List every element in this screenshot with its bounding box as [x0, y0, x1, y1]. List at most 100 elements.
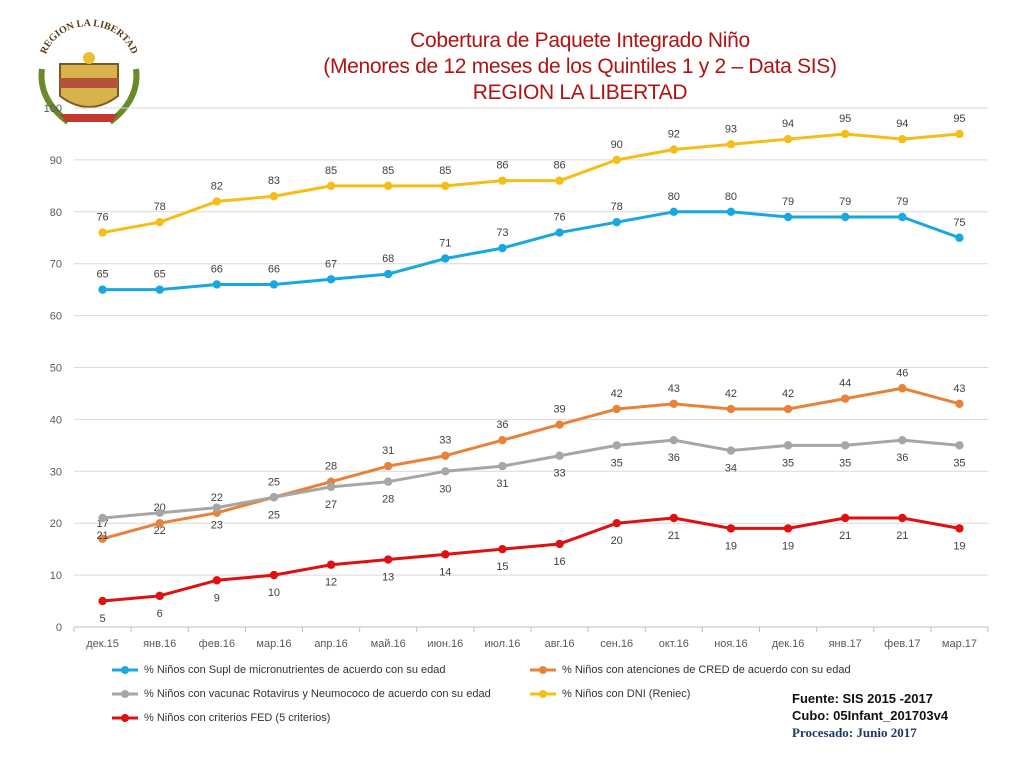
data-point: [212, 576, 222, 585]
data-point: [726, 207, 736, 216]
y-tick-label: 50: [50, 363, 62, 375]
data-label: 39: [553, 404, 565, 416]
data-label: 66: [211, 263, 223, 275]
data-point: [726, 140, 736, 149]
legend-swatch: [112, 714, 138, 722]
data-point: [498, 435, 507, 445]
x-tick-label: фев.17: [884, 638, 920, 650]
data-point: [498, 461, 507, 471]
data-label: 46: [896, 367, 908, 379]
data-point: [212, 503, 222, 512]
data-label: 80: [668, 191, 680, 203]
data-label: 71: [439, 238, 451, 250]
data-point: [669, 399, 679, 409]
data-point: [155, 508, 164, 518]
data-label: 21: [96, 530, 108, 542]
data-label: 67: [325, 258, 337, 270]
data-label: 36: [496, 419, 508, 431]
data-point: [726, 404, 736, 414]
data-point: [498, 544, 507, 554]
data-label: 68: [382, 253, 394, 265]
data-point: [669, 513, 679, 523]
data-point: [441, 451, 450, 460]
data-label: 95: [953, 113, 965, 125]
data-label: 43: [668, 383, 680, 395]
data-label: 85: [439, 165, 451, 177]
data-point: [98, 534, 107, 543]
data-point: [269, 280, 279, 289]
data-point: [98, 285, 107, 294]
data-point: [326, 275, 336, 284]
legend-swatch: [530, 666, 556, 674]
data-point: [612, 519, 621, 528]
data-label: 86: [553, 160, 565, 172]
data-point: [840, 129, 850, 139]
data-point: [669, 435, 679, 445]
data-point: [155, 217, 164, 227]
data-label: 42: [611, 388, 623, 400]
data-point: [669, 145, 679, 154]
data-label: 15: [496, 561, 508, 573]
data-label: 92: [668, 129, 680, 141]
data-point: [840, 513, 850, 523]
data-label: 79: [839, 196, 851, 208]
data-point: [441, 181, 450, 191]
data-label: 5: [100, 613, 106, 625]
data-point: [783, 212, 793, 222]
data-label: 27: [325, 499, 337, 511]
chart-title-line-1: Cobertura de Paquete Integrado Niño: [410, 29, 750, 52]
data-label: 19: [953, 540, 965, 552]
data-point: [98, 513, 107, 523]
data-point: [441, 550, 450, 559]
data-point: [612, 441, 621, 450]
x-tick-label: янв.17: [829, 638, 862, 650]
data-point: [155, 519, 164, 528]
data-label: 25: [268, 509, 280, 521]
region-la-libertad-emblem: REGION LA LIBERTAD: [38, 18, 140, 125]
data-label: 25: [268, 476, 280, 488]
y-tick-label: 80: [50, 207, 62, 219]
x-tick-label: апр.16: [314, 638, 347, 650]
x-tick-label: дек.16: [772, 638, 805, 650]
data-point: [898, 134, 907, 144]
y-tick-label: 20: [50, 518, 62, 530]
data-point: [783, 404, 793, 414]
series-line-5: [102, 516, 960, 603]
emblem-sun: [83, 52, 95, 64]
data-point: [98, 596, 107, 606]
data-label: 76: [96, 212, 108, 224]
data-label: 31: [496, 478, 508, 490]
data-point: [383, 461, 393, 471]
legend-item: % Niños con DNI (Reniec): [530, 688, 690, 700]
x-tick-label: сен.16: [600, 638, 633, 650]
data-point: [555, 420, 564, 429]
data-point: [555, 176, 564, 185]
data-label: 86: [496, 160, 508, 172]
data-point: [383, 269, 393, 279]
data-label: 79: [782, 196, 794, 208]
data-label: 28: [325, 461, 337, 473]
legend-item: % Niños con vacunac Rotavirus y Neumococ…: [112, 688, 491, 700]
data-point: [212, 280, 222, 289]
legend-item: % Niños con atenciones de CRED de acuerd…: [530, 664, 851, 676]
y-tick-label: 0: [56, 622, 62, 634]
data-label: 65: [154, 269, 166, 281]
x-tick-label: ноя.16: [714, 638, 747, 650]
data-point: [840, 441, 850, 450]
chart-title-line-3: REGION LA LIBERTAD: [472, 81, 688, 104]
legend-swatch: [530, 690, 556, 698]
x-tick-label: дек.15: [86, 638, 119, 650]
data-label: 20: [611, 535, 623, 547]
data-label: 82: [211, 180, 223, 192]
y-tick-label: 30: [50, 466, 62, 478]
data-label: 73: [496, 227, 508, 239]
x-tick-label: фев.16: [199, 638, 235, 650]
data-point: [612, 155, 621, 165]
x-tick-label: июл.16: [485, 638, 521, 650]
data-point: [269, 493, 279, 502]
data-label: 33: [553, 468, 565, 480]
series-line-4: [102, 132, 960, 235]
x-tick-label: мар.16: [256, 638, 291, 650]
data-point: [555, 539, 564, 549]
data-label: 23: [211, 520, 223, 532]
